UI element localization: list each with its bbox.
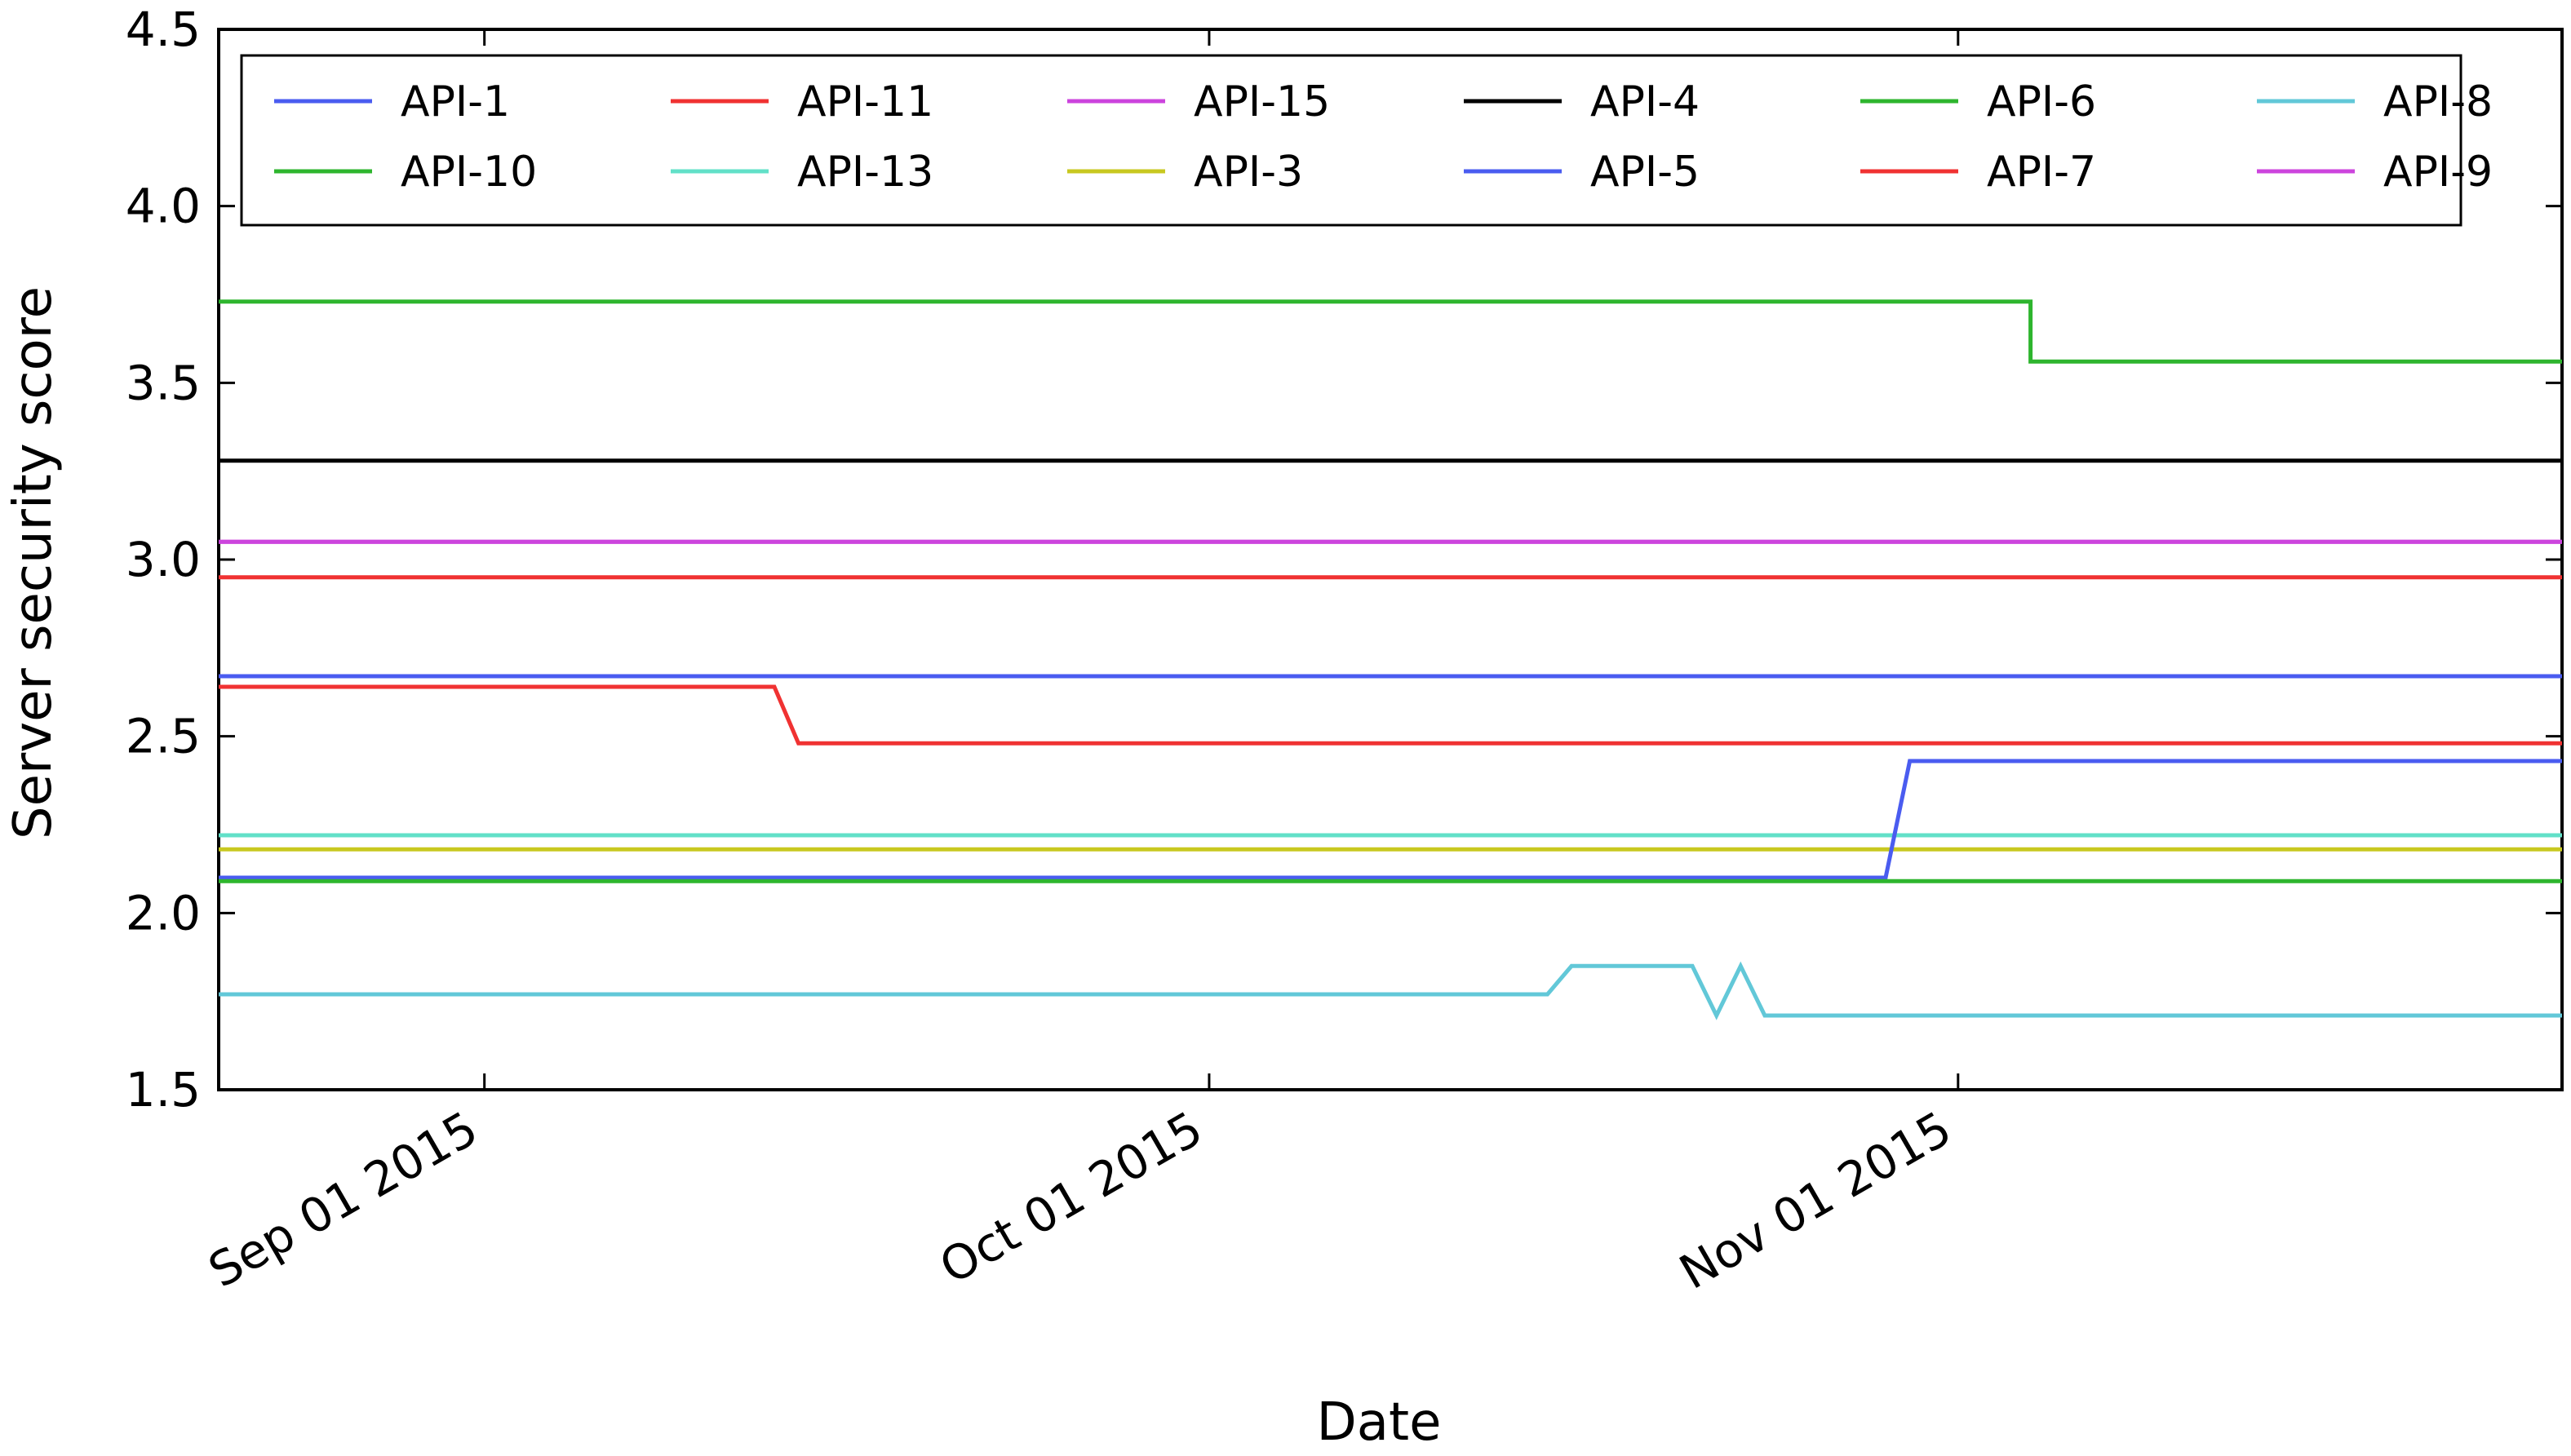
legend-item-api-5: API-5 (1464, 148, 1700, 197)
legend-label: API-7 (1987, 148, 2096, 197)
legend-item-api-11: API-11 (671, 77, 933, 126)
legend-item-api-3: API-3 (1067, 148, 1303, 197)
legend-item-api-8: API-8 (2257, 77, 2493, 126)
legend-label: API-13 (797, 148, 933, 197)
y-tick-label: 3.0 (126, 532, 201, 587)
x-tick-label: Sep 01 2015 (199, 1100, 486, 1299)
legend-item-api-9: API-9 (2257, 148, 2493, 197)
legend-label: API-9 (2383, 148, 2493, 197)
legend-item-api-6: API-6 (1860, 77, 2096, 126)
legend-item-api-4: API-4 (1464, 77, 1700, 126)
y-tick-label: 3.5 (126, 355, 201, 410)
y-axis-title: Server security score (3, 286, 64, 839)
legend-box (240, 54, 2462, 227)
series-line-api-11 (219, 684, 2562, 746)
y-tick-label: 2.5 (126, 709, 201, 764)
y-tick-label: 1.5 (126, 1062, 201, 1117)
legend-label: API-5 (1590, 148, 1700, 197)
x-tick-label: Oct 01 2015 (930, 1100, 1212, 1294)
legend-label: API-1 (401, 77, 510, 126)
legend-label: API-15 (1194, 77, 1330, 126)
legend-item-api-1: API-1 (274, 77, 510, 126)
legend-label: API-4 (1590, 77, 1700, 126)
legend-item-api-15: API-15 (1067, 77, 1330, 126)
series-line-api-8 (219, 961, 2562, 1020)
y-tick-label: 4.0 (126, 179, 201, 234)
series-line-api-5 (219, 759, 2562, 880)
legend: API-1 API-10 API-11 API-13 API-15 API-3 API-4 A… (240, 54, 2493, 227)
series-layer (219, 299, 2562, 1020)
legend-item-api-13: API-13 (671, 148, 933, 197)
legend-label: API-8 (2383, 77, 2493, 126)
y-axis: 1.5 2.0 2.5 3.0 3.5 4.0 4.5 (126, 2, 2562, 1117)
legend-label: API-6 (1987, 77, 2096, 126)
legend-item-api-10: API-10 (274, 148, 537, 197)
legend-label: API-11 (797, 77, 933, 126)
legend-item-api-7: API-7 (1860, 148, 2096, 197)
legend-label: API-3 (1194, 148, 1303, 197)
y-tick-label: 4.5 (126, 2, 201, 57)
y-tick-label: 2.0 (126, 885, 201, 940)
x-tick-label: Nov 01 2015 (1670, 1100, 1961, 1300)
x-axis-title: Date (1317, 1392, 1442, 1453)
legend-label: API-10 (401, 148, 537, 197)
series-line-api-10 (219, 299, 2562, 364)
